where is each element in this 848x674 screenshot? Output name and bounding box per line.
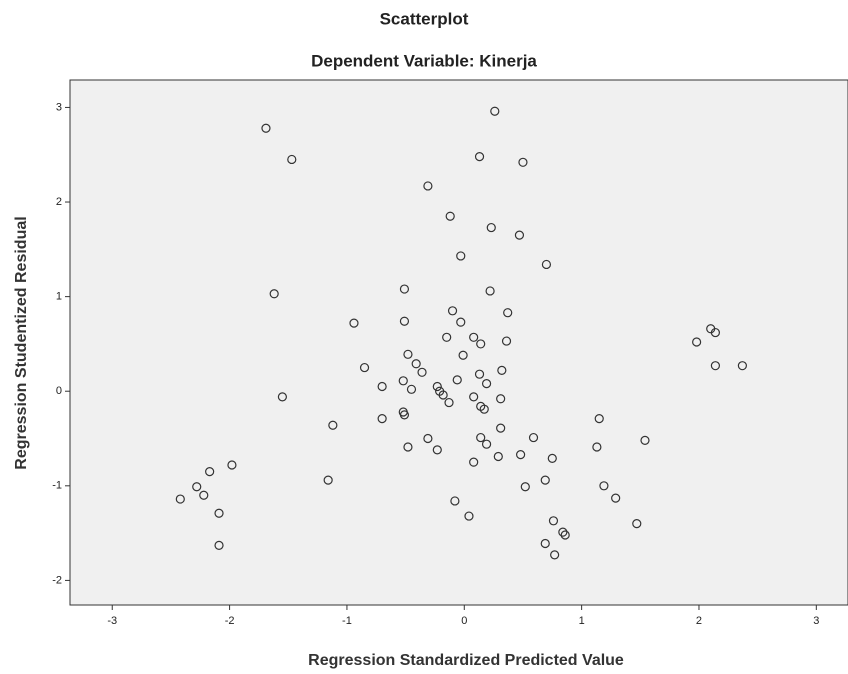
chart: Scatterplot Dependent Variable: Kinerja …: [0, 0, 848, 674]
x-tick-label: -3: [107, 615, 117, 627]
y-tick-label: 1: [56, 291, 62, 303]
y-tick-label: -2: [52, 574, 62, 586]
x-tick-label: 2: [696, 615, 702, 627]
y-tick-label: 0: [56, 385, 62, 397]
x-tick-label: -2: [225, 615, 235, 627]
x-tick-label: 0: [461, 615, 467, 627]
chart-subtitle: Dependent Variable: Kinerja: [311, 51, 537, 70]
x-tick-label: 3: [813, 615, 819, 627]
y-tick-label: -1: [52, 480, 62, 492]
y-tick-label: 2: [56, 196, 62, 208]
x-tick-label: 1: [579, 615, 585, 627]
plot-area: [70, 80, 848, 605]
y-tick-label: 3: [56, 101, 62, 113]
x-axis-label: Regression Standardized Predicted Value: [308, 652, 624, 669]
y-axis-label: Regression Studentized Residual: [13, 216, 30, 469]
x-tick-label: -1: [342, 615, 352, 627]
chart-title: Scatterplot: [380, 9, 469, 28]
